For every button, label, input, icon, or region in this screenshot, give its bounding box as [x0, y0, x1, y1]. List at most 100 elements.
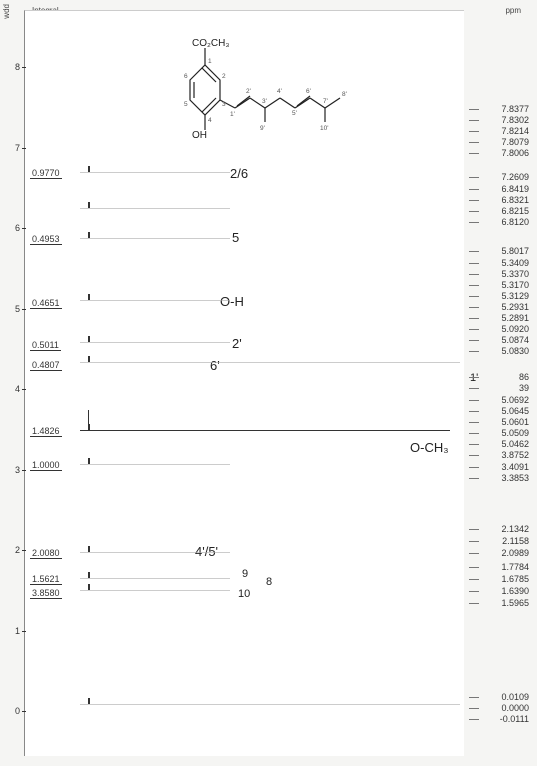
- ppm-tick: [469, 478, 479, 479]
- svg-text:1: 1: [208, 58, 212, 65]
- ppm-tick: [469, 553, 479, 554]
- ppm-tick: [469, 719, 479, 720]
- chemical-structure: CO₂CH₃ OH 1 2 3 4 5 6 1' 2' 3' 4' 5' 6' …: [150, 30, 370, 140]
- y-axis-label: wdd: [2, 4, 11, 19]
- ppm-tick: [469, 455, 479, 456]
- ppm-value: 6.8120: [501, 217, 529, 227]
- integral-value: 0.9770: [30, 168, 62, 179]
- svg-text:2': 2': [246, 88, 251, 95]
- integral-value: 0.5011: [30, 340, 61, 351]
- ppm-value: 6.8321: [501, 195, 529, 205]
- ppm-value: 7.8377: [501, 104, 529, 114]
- svg-text:5: 5: [184, 101, 188, 108]
- svg-text:8': 8': [342, 91, 347, 98]
- ppm-value: 5.0830: [501, 346, 529, 356]
- ppm-value: 5.0920: [501, 324, 529, 334]
- ppm-tick: [469, 109, 479, 110]
- structure-oh-label: OH: [192, 130, 207, 140]
- spectrum-trace: [80, 578, 230, 579]
- ppm-tick: [469, 411, 479, 412]
- ppm-value: 0.0109: [501, 692, 529, 702]
- svg-text:1': 1': [230, 111, 235, 118]
- integral-value: 0.4953: [30, 234, 62, 245]
- ppm-value: 7.8079: [501, 137, 529, 147]
- y-tick: 7: [6, 143, 20, 153]
- ppm-tick: [469, 296, 479, 297]
- ppm-tick: [469, 177, 479, 178]
- ppm-value: 7.8302: [501, 115, 529, 125]
- ppm-tick: [469, 120, 479, 121]
- ppm-tick: [469, 541, 479, 542]
- ppm-value: 5.0645: [501, 406, 529, 416]
- ppm-tick: [469, 222, 479, 223]
- ppm-value: 1.5965: [501, 598, 529, 608]
- integral-value: 1.0000: [30, 460, 62, 471]
- y-tick: 6: [6, 223, 20, 233]
- spectrum-peak: [88, 202, 90, 208]
- ppm-tick: [469, 697, 479, 698]
- integral-value: 1.5621: [30, 574, 62, 585]
- spectrum-peak: [88, 584, 90, 590]
- ppm-value: 5.3129: [501, 291, 529, 301]
- spectrum-trace: [80, 552, 230, 553]
- ppm-value: 5.0509: [501, 428, 529, 438]
- ppm-tick: [469, 251, 479, 252]
- peak-assignment-label: O-CH₃: [410, 440, 449, 455]
- spectrum-peak: [88, 458, 90, 464]
- svg-text:7': 7': [323, 98, 328, 105]
- spectrum-peak: [88, 698, 90, 704]
- y-tick: 1: [6, 626, 20, 636]
- svg-text:2: 2: [222, 73, 226, 80]
- spectrum-trace: [80, 208, 230, 209]
- ppm-value: 5.2931: [501, 302, 529, 312]
- ppm-value: 5.8017: [501, 246, 529, 256]
- svg-text:3: 3: [222, 101, 226, 108]
- integral-value: 2.0080: [30, 548, 62, 559]
- ppm-value: 5.0874: [501, 335, 529, 345]
- ppm-value: 0.0000: [501, 703, 529, 713]
- ppm-value: 5.2891: [501, 313, 529, 323]
- y-tick: 3: [6, 465, 20, 475]
- ppm-tick: [469, 307, 479, 308]
- ppm-tick: [469, 433, 479, 434]
- ppm-tick: [469, 467, 479, 468]
- peak-assignment-label: 10: [238, 588, 250, 600]
- ppm-value: 6.8215: [501, 206, 529, 216]
- peak-assignment-label: 6': [210, 358, 220, 373]
- ppm-tick: [469, 422, 479, 423]
- svg-text:10': 10': [320, 125, 328, 132]
- peak-assignment-label: 2/6: [230, 166, 248, 181]
- spectrum-peak: [88, 546, 90, 552]
- ppm-value: 5.3370: [501, 269, 529, 279]
- peak-assignment-label: 2': [232, 336, 242, 351]
- peak-assignment-label: O-H: [220, 294, 244, 309]
- svg-text:4': 4': [277, 88, 282, 95]
- spectrum-peak: [88, 232, 90, 238]
- y-tick: 4: [6, 384, 20, 394]
- ppm-value: 39: [519, 383, 529, 393]
- spectrum-trace: [80, 464, 230, 465]
- integral-value: 3.8580: [30, 588, 62, 599]
- ppm-tick: [469, 400, 479, 401]
- ppm-tick: [469, 142, 479, 143]
- spectrum-trace: [80, 300, 230, 301]
- ppm-value: 1.6785: [501, 574, 529, 584]
- svg-text:4: 4: [208, 117, 212, 124]
- integral-value: 0.4651: [30, 298, 62, 309]
- ppm-value: 2.1158: [502, 536, 529, 546]
- ppm-value: 86: [519, 372, 529, 382]
- ppm-tick: [469, 591, 479, 592]
- ppm-tick: [469, 388, 479, 389]
- spectrum-peak: [88, 294, 90, 300]
- ppm-tick: [469, 708, 479, 709]
- ppm-value: -0.0111: [500, 714, 529, 724]
- ppm-tick: [469, 211, 479, 212]
- ppm-value: 5.0601: [501, 417, 529, 427]
- integral-value: 1.4826: [30, 426, 62, 437]
- integral-value: 0.4807: [30, 360, 62, 371]
- svg-text:9': 9': [260, 125, 265, 132]
- ppm-tick: [469, 567, 479, 568]
- spectrum-peak-tall: [88, 410, 89, 430]
- ppm-tick: [469, 263, 479, 264]
- spectrum-trace: [80, 342, 230, 343]
